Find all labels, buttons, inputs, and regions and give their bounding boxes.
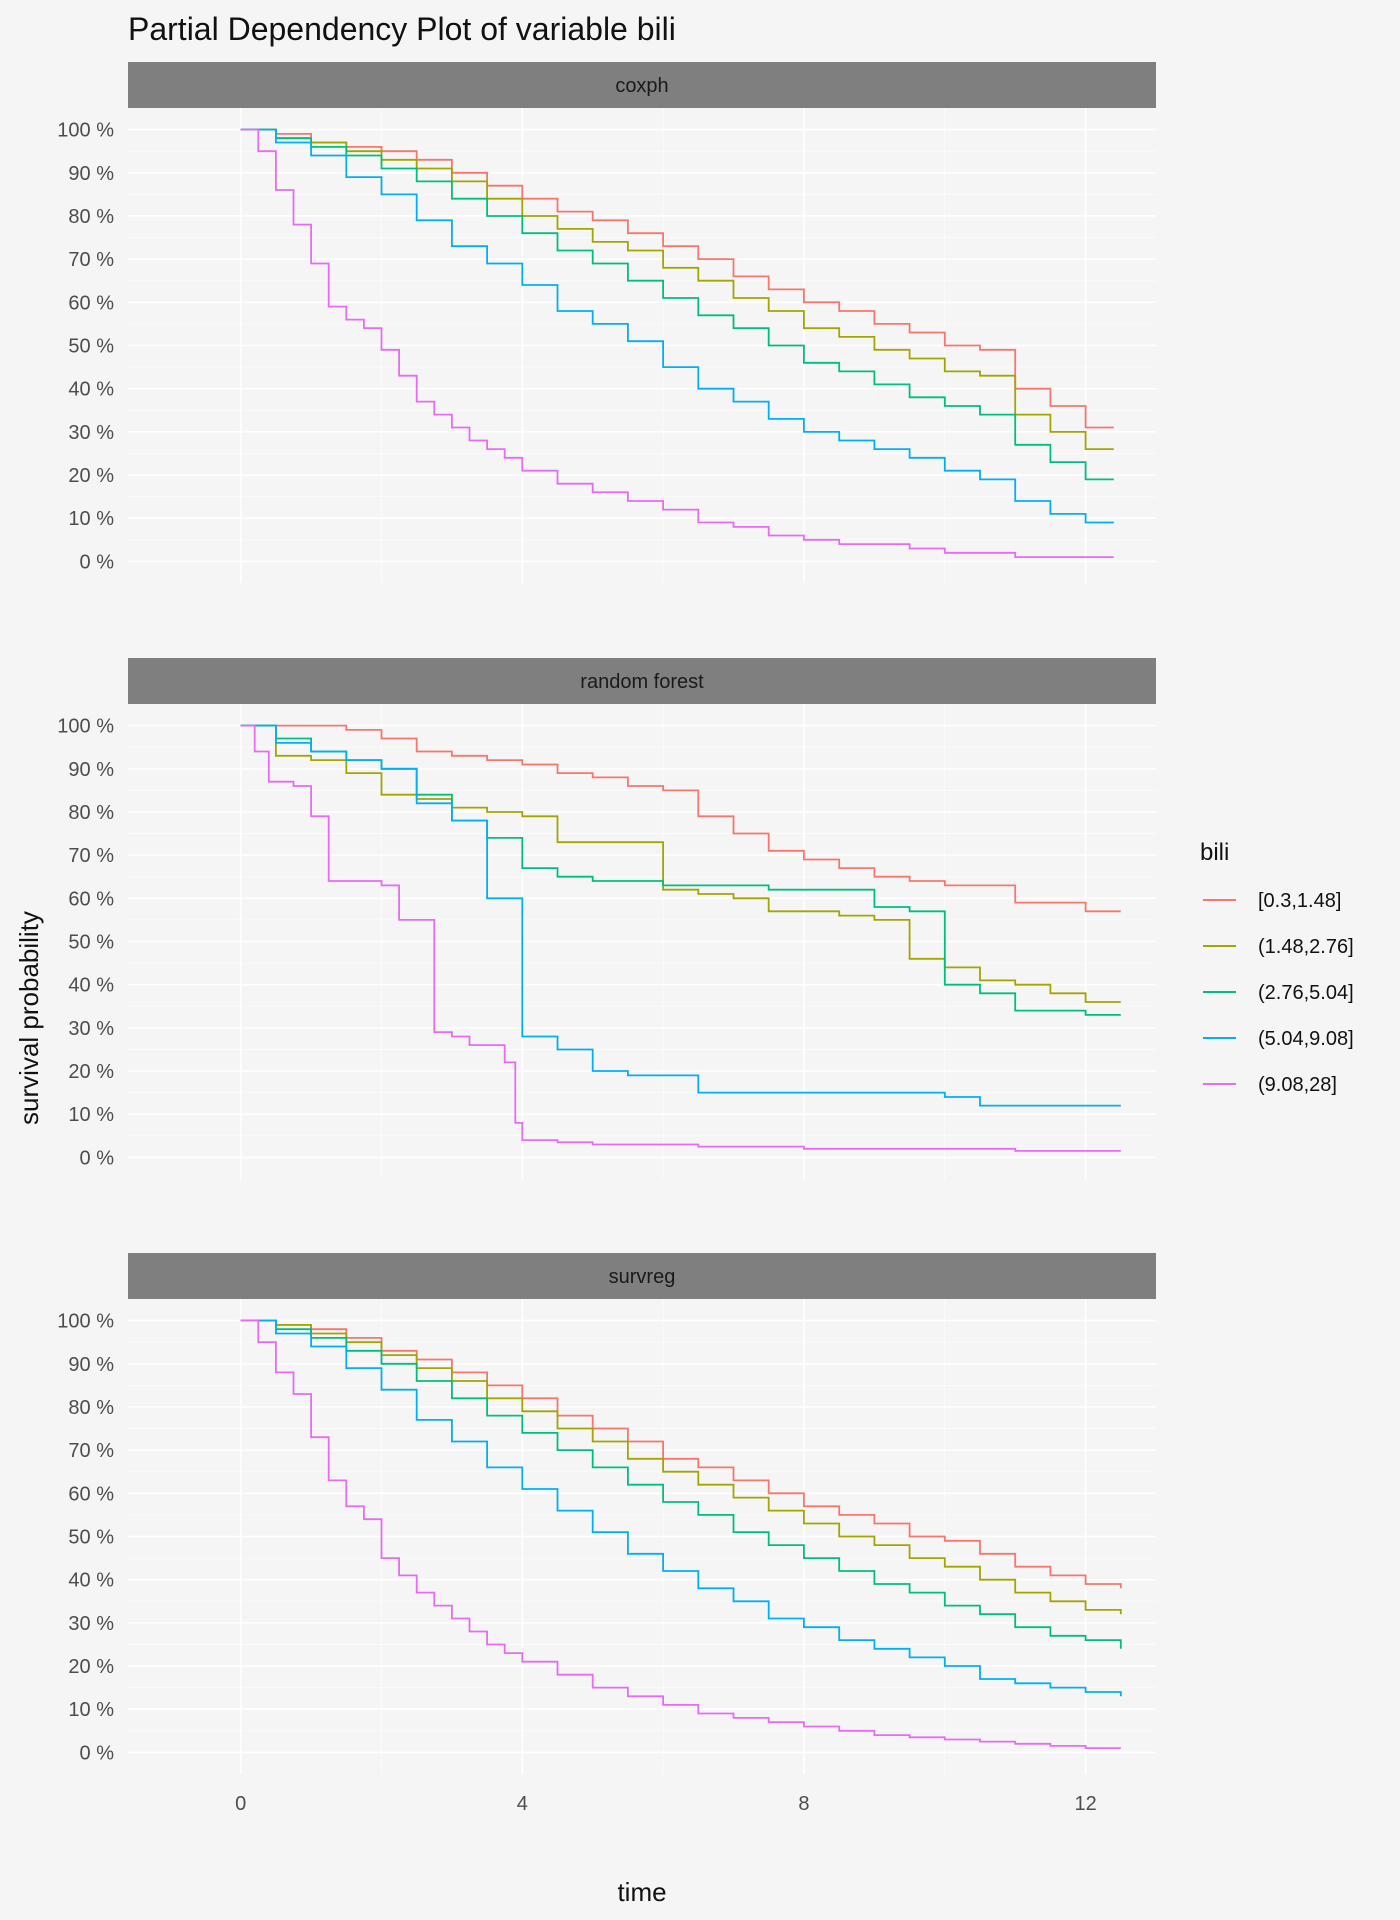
y-tick-label: 60 % [68,888,114,910]
facet-panel-0: coxph 0 % 10 % 20 % 30 % 40 % 50 % 60 % 70 % 80 %… [57,62,1156,583]
y-tick-label: 100 % [57,120,114,142]
legend-entry-label: (1.48,2.76] [1258,936,1354,958]
series-line-2 [240,1319,1122,1649]
series-line-4 [240,724,1121,1152]
x-tick-label: 0 [235,1793,246,1815]
y-tick-label: 20 % [68,1061,114,1083]
facet-strip [128,658,1156,704]
y-tick-label: 30 % [68,1018,114,1040]
y-tick-label: 100 % [57,1311,114,1333]
y-tick-label: 40 % [68,379,114,401]
y-axis-title: survival probability [14,911,44,1125]
series-line-2 [240,128,1114,481]
y-tick-label: 70 % [68,845,114,867]
y-tick-label: 100 % [57,716,114,738]
facet-panel-1: random forest 0 % 10 % 20 % 30 % 40 % 50 % 60 %… [57,658,1156,1179]
y-tick-label: 50 % [68,932,114,954]
y-tick-label: 10 % [68,1104,114,1126]
series-line-3 [240,128,1114,524]
y-tick-label: 10 % [68,508,114,530]
y-tick-label: 30 % [68,422,114,444]
y-tick-label: 10 % [68,1699,114,1721]
legend-entry-label: (9.08,28] [1258,1074,1337,1096]
facet-panel-2: survreg 0 % 10 % 20 % 30 % 40 % 50 % 60 % 70 % 80… [57,1253,1156,1774]
y-tick-label: 90 % [68,163,114,185]
y-tick-label: 30 % [68,1613,114,1635]
series-line-0 [240,1319,1122,1589]
series-line-1 [240,128,1114,450]
series-line-4 [240,1319,1121,1749]
y-tick-label: 20 % [68,1656,114,1678]
facet-strip-label: random forest [580,671,704,693]
legend-entry-label: [0.3,1.48] [1258,890,1341,912]
legend-entry-label: (2.76,5.04] [1258,982,1354,1004]
y-tick-label: 0 % [80,551,115,573]
series-line-4 [240,128,1114,558]
facet-strip [128,1253,1156,1299]
y-tick-label: 0 % [80,1147,115,1169]
y-tick-label: 80 % [68,206,114,228]
series-line-1 [240,1319,1122,1615]
x-tick-label: 4 [517,1793,528,1815]
y-tick-label: 0 % [80,1742,115,1764]
facet-strip-label: survreg [609,1266,676,1288]
y-tick-label: 60 % [68,1483,114,1505]
series-line-0 [240,724,1121,913]
series-line-0 [240,128,1114,429]
legend-entry-label: (5.04,9.08] [1258,1028,1354,1050]
y-tick-label: 80 % [68,802,114,824]
facet-strip [128,62,1156,108]
y-tick-label: 40 % [68,975,114,997]
series-line-3 [240,724,1121,1107]
x-tick-label: 8 [798,1793,809,1815]
y-tick-label: 60 % [68,292,114,314]
facet-strip-label: coxph [615,75,668,97]
y-tick-label: 90 % [68,1354,114,1376]
x-axis-title: time [617,1877,666,1907]
x-tick-label: 12 [1074,1793,1096,1815]
y-tick-label: 80 % [68,1397,114,1419]
legend: bili [0.3,1.48] (1.48,2.76] (2.76,5.04] (5.… [1200,839,1354,1096]
y-tick-label: 20 % [68,465,114,487]
series-line-1 [240,724,1121,1003]
y-tick-label: 70 % [68,249,114,271]
y-tick-label: 70 % [68,1440,114,1462]
y-tick-label: 50 % [68,336,114,358]
y-tick-label: 50 % [68,1527,114,1549]
y-tick-label: 90 % [68,759,114,781]
chart-title: Partial Dependency Plot of variable bili [128,11,676,47]
series-line-3 [240,1319,1122,1697]
y-tick-label: 40 % [68,1570,114,1592]
legend-title: bili [1200,839,1229,866]
